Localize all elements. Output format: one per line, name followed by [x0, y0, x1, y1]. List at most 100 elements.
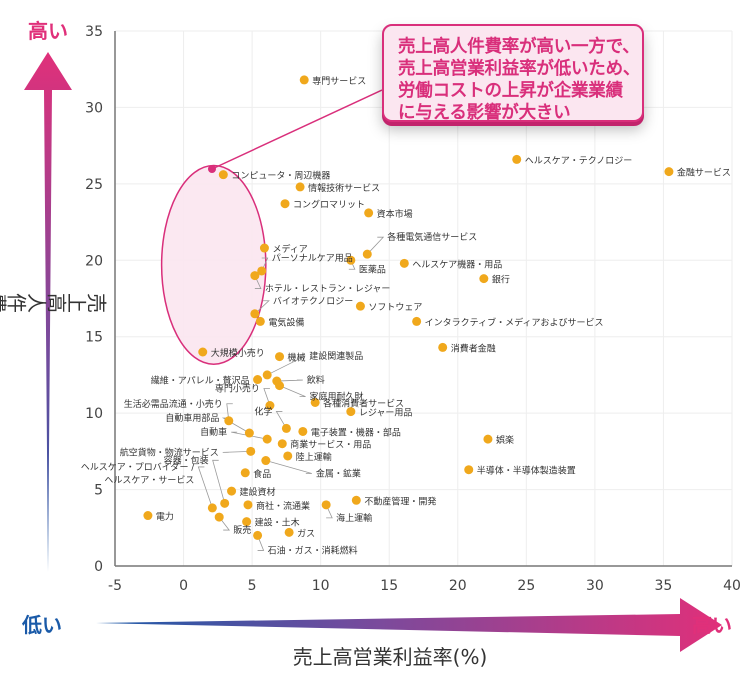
data-point [346, 407, 356, 417]
point-label: 陸上運輸 [296, 451, 332, 463]
point-label: メディア [272, 243, 307, 255]
point-label: 容器・包装 [164, 454, 209, 466]
data-point [224, 416, 234, 426]
leader-line [226, 403, 233, 421]
data-point [664, 167, 674, 177]
data-point [257, 266, 267, 276]
point-label: 各種消費者サービス [323, 397, 404, 409]
data-point [250, 309, 260, 319]
y-tick-label: 15 [85, 330, 103, 346]
callout-line-3: 労働コストの上昇が企業業績 [398, 81, 623, 101]
point-label: ガス [297, 528, 315, 539]
data-point [143, 511, 153, 521]
point-label: コンピュータ・周辺機器 [231, 170, 330, 182]
point-label: 資本市場 [377, 208, 413, 220]
x-tick-label: 40 [723, 578, 741, 594]
data-point [346, 255, 356, 265]
point-label: 家庭用耐久財 [310, 391, 364, 403]
data-point [246, 446, 256, 456]
data-point [275, 381, 285, 391]
data-point [243, 500, 253, 510]
point-label: 石油・ガス・消耗燃料 [268, 544, 358, 556]
leader-line [222, 450, 251, 453]
data-point [283, 451, 293, 461]
point-label: 商業サービス・用品 [290, 439, 371, 451]
highlight-ellipse [160, 164, 267, 365]
data-point [207, 503, 217, 513]
point-label: 情報技術サービス [308, 182, 380, 194]
data-point [355, 301, 365, 311]
x-tick-label: 15 [380, 578, 398, 594]
data-point [483, 434, 493, 444]
leader-line [276, 379, 303, 382]
point-label: 各種電気通信サービス [387, 231, 477, 243]
x-tick-label: 35 [655, 578, 673, 594]
point-label: 建設・土木 [255, 517, 300, 529]
point-label: 建設資材 [240, 486, 276, 498]
data-point [265, 401, 275, 410]
data-point [479, 274, 489, 284]
point-label: 医薬品 [359, 263, 386, 275]
leader-line [197, 466, 213, 509]
data-point [438, 342, 448, 352]
axes [114, 31, 732, 567]
y-arrow-low-label: 低い [21, 613, 62, 637]
data-point [255, 316, 265, 326]
data-point [227, 486, 237, 496]
point-label: バイオテクノロジー [273, 296, 353, 307]
x-tick-label: 0 [179, 578, 188, 594]
point-label: レジャー用品 [359, 408, 413, 419]
point-label: 電子装置・機器・部品 [311, 426, 401, 438]
data-point [298, 426, 308, 436]
point-label: 専門サービス [312, 75, 366, 87]
leader-line [218, 516, 231, 531]
leader-line [261, 257, 269, 272]
point-label: 電気設備 [268, 316, 304, 328]
data-point [218, 170, 228, 180]
point-label: 食品 [253, 468, 271, 480]
data-point [295, 182, 305, 192]
x-tick-label: 25 [517, 578, 535, 594]
data-point [220, 498, 230, 508]
x-tick-labels: -5 0 5 10 15 20 25 30 35 40 [108, 578, 741, 594]
point-label: 機械 [288, 352, 306, 364]
data-point [362, 249, 372, 259]
point-label: 専門小売り [215, 383, 260, 395]
point-label: 建設関連製品 [309, 350, 363, 362]
y-tick-labels: 0 5 10 15 20 25 30 35 [85, 24, 103, 575]
data-point [464, 465, 474, 475]
leader-line [279, 385, 306, 398]
point-label: 電力 [156, 511, 174, 523]
point-label: コングロマリット [293, 199, 365, 211]
data-point [277, 439, 287, 449]
x-tick-label: 5 [248, 578, 257, 594]
data-point [242, 517, 252, 527]
point-label: 不動産管理・開発 [364, 495, 436, 507]
leader-line [254, 275, 262, 289]
y-tick-label: 25 [85, 177, 103, 193]
y-tick-label: 20 [85, 253, 103, 269]
point-label: インタラクティブ・メディアおよびサービス [425, 316, 604, 328]
data-point [321, 500, 331, 510]
x-tick-label: 30 [586, 578, 604, 594]
x-tick-label: 20 [449, 578, 467, 594]
data-point [259, 243, 269, 253]
data-point [214, 512, 224, 522]
leader-line [366, 236, 385, 255]
x-axis-gradient-arrow [96, 598, 722, 652]
point-label: 自動車用部品 [165, 412, 219, 424]
y-tick-label: 30 [85, 100, 103, 116]
point-label: 繊維・アパレル・贅沢品 [151, 375, 250, 387]
data-point [364, 208, 374, 218]
callout-line-2: 売上高営業利益率が低いため、 [398, 59, 641, 79]
data-point [262, 434, 272, 444]
y-tick-label: 5 [94, 483, 103, 499]
point-label: 銀行 [492, 274, 510, 286]
point-label: 金融サービス [677, 167, 731, 179]
leader-lines [197, 236, 385, 551]
x-arrow-high-label: 高い [692, 613, 732, 637]
leader-line [212, 459, 226, 504]
leader-line [263, 388, 271, 406]
y-tick-label: 35 [85, 24, 103, 40]
